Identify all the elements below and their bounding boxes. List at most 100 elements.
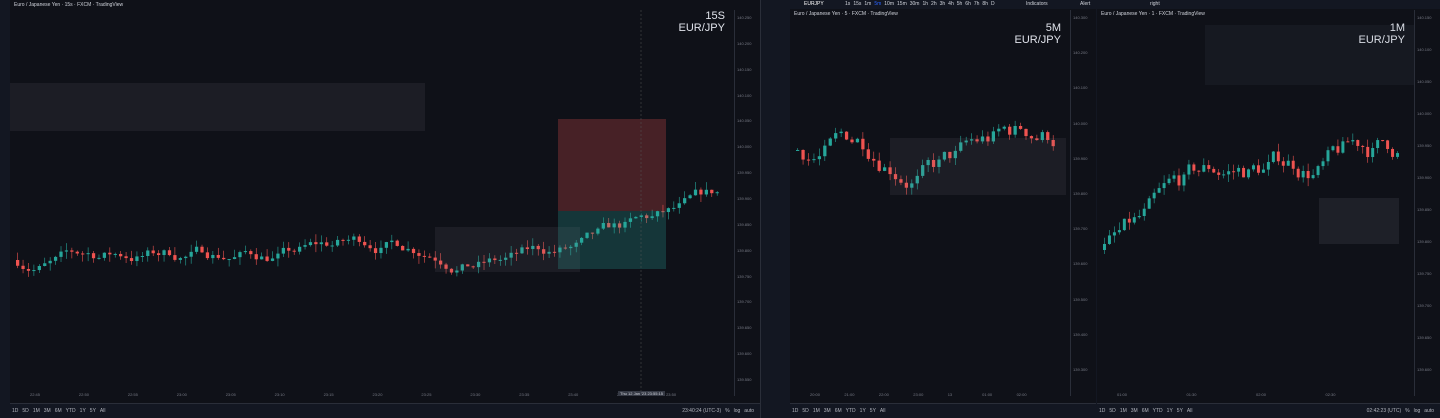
interval-button[interactable]: 5h bbox=[956, 1, 963, 7]
range-button[interactable]: 1Y bbox=[1166, 408, 1173, 414]
time-label: 23:35 bbox=[519, 392, 530, 397]
candle-body bbox=[1008, 126, 1012, 135]
candle-body bbox=[1301, 171, 1305, 178]
interval-button[interactable]: 7h bbox=[973, 1, 980, 7]
range-button[interactable]: 5Y bbox=[869, 408, 876, 414]
interval-button[interactable]: 6h bbox=[965, 1, 971, 7]
pct-label[interactable]: % bbox=[1405, 408, 1410, 414]
candle-body bbox=[931, 159, 936, 167]
range-button[interactable]: YTD bbox=[1152, 408, 1163, 414]
price-label: 140.100 bbox=[1073, 85, 1088, 91]
candle-body bbox=[1227, 171, 1231, 175]
candle-body bbox=[1018, 125, 1023, 129]
interval-button[interactable]: D bbox=[990, 1, 995, 7]
interval-button[interactable]: 3h bbox=[939, 1, 946, 7]
interval-button[interactable]: 5m bbox=[874, 1, 882, 7]
candle-body bbox=[569, 246, 573, 249]
range-button[interactable]: All bbox=[1186, 408, 1193, 414]
range-button[interactable]: 5D bbox=[802, 408, 809, 414]
candle-body bbox=[1024, 128, 1028, 137]
interval-button[interactable]: 30m bbox=[909, 1, 920, 7]
interval-button[interactable]: 10m bbox=[884, 1, 895, 7]
candle-body bbox=[1177, 175, 1181, 186]
range-button[interactable]: 6M bbox=[1141, 408, 1149, 414]
auto-label[interactable]: auto bbox=[1424, 408, 1434, 414]
pct-label[interactable]: % bbox=[725, 408, 730, 414]
range-button[interactable]: 3M bbox=[1130, 408, 1138, 414]
range-button[interactable]: 3M bbox=[43, 408, 51, 414]
range-button[interactable]: 1M bbox=[32, 408, 40, 414]
log-label[interactable]: log bbox=[1413, 408, 1421, 414]
layout-name[interactable]: right bbox=[1150, 1, 1160, 7]
indicators-button[interactable]: Indicators bbox=[1026, 1, 1048, 7]
range-button[interactable]: 5Y bbox=[89, 408, 96, 414]
interval-button[interactable]: 1h bbox=[922, 1, 929, 7]
range-button[interactable]: 1D bbox=[792, 408, 799, 414]
range-button[interactable]: 1Y bbox=[79, 408, 86, 414]
range-button[interactable]: YTD bbox=[845, 408, 856, 414]
price-label: 139.800 bbox=[1417, 239, 1432, 244]
range-button[interactable]: 5Y bbox=[1176, 408, 1183, 414]
interval-button[interactable]: 4h bbox=[948, 1, 954, 7]
candle-body bbox=[200, 246, 204, 253]
range-button[interactable]: 3M bbox=[823, 408, 831, 414]
candle-body bbox=[1013, 125, 1017, 135]
ticker[interactable]: EURJPY bbox=[804, 1, 824, 7]
interval-button[interactable]: 2h bbox=[931, 1, 937, 7]
range-box bbox=[1205, 25, 1415, 85]
candle-body bbox=[536, 245, 540, 250]
range-button[interactable]: 6M bbox=[54, 408, 62, 414]
interval-button[interactable]: 8h bbox=[982, 1, 988, 7]
auto-label[interactable]: auto bbox=[744, 408, 754, 414]
candle-body bbox=[839, 131, 843, 134]
candle-body bbox=[406, 248, 410, 251]
candle-body bbox=[888, 167, 892, 175]
range-button[interactable]: All bbox=[99, 408, 106, 414]
candle-body bbox=[75, 251, 79, 254]
price-label: 140.200 bbox=[1073, 50, 1088, 56]
range-button[interactable]: 5D bbox=[1109, 408, 1116, 414]
candle-body bbox=[953, 150, 957, 159]
range-button[interactable]: 5D bbox=[22, 408, 29, 414]
candle-body bbox=[395, 240, 399, 246]
candle-body bbox=[1172, 175, 1176, 179]
candle-body bbox=[373, 248, 378, 254]
range-button[interactable]: All bbox=[879, 408, 886, 414]
candle-body bbox=[959, 142, 963, 151]
profit-zone bbox=[558, 211, 666, 269]
candle-body bbox=[162, 250, 166, 256]
candle-body bbox=[194, 246, 199, 252]
interval-button[interactable]: 1m bbox=[864, 1, 872, 7]
candle-body bbox=[91, 253, 96, 259]
drawing-toolbar bbox=[760, 0, 792, 418]
candle-body bbox=[1371, 148, 1375, 158]
candle-body bbox=[363, 241, 367, 246]
candle-body bbox=[124, 256, 128, 259]
price-label: 139.800 bbox=[737, 247, 752, 253]
candle-body bbox=[487, 258, 492, 263]
range-button[interactable]: 1M bbox=[1119, 408, 1127, 414]
candle-body bbox=[216, 254, 220, 258]
range-button[interactable]: 1D bbox=[1099, 408, 1106, 414]
candle-body bbox=[211, 254, 215, 259]
price-label: 139.500 bbox=[1073, 296, 1088, 302]
time-label: 22:00 bbox=[878, 392, 889, 397]
time-label: 21:00 bbox=[844, 392, 855, 397]
candle-body bbox=[433, 257, 437, 261]
range-button[interactable]: 1M bbox=[812, 408, 820, 414]
candle-body bbox=[1197, 170, 1201, 172]
interval-button[interactable]: 1s bbox=[845, 1, 851, 7]
range-button[interactable]: 1Y bbox=[859, 408, 866, 414]
alert-button[interactable]: Alert bbox=[1080, 1, 1091, 7]
range-button[interactable]: YTD bbox=[65, 408, 76, 414]
range-button[interactable]: 6M bbox=[834, 408, 842, 414]
candle-body bbox=[677, 203, 681, 208]
candle-body bbox=[59, 251, 63, 257]
candle-body bbox=[1306, 171, 1310, 179]
chart-title: Euro / Japanese Yen · 1 · FXCM · Trading… bbox=[1101, 11, 1205, 17]
range-button[interactable]: 1D bbox=[12, 408, 19, 414]
interval-button[interactable]: 15m bbox=[897, 1, 907, 7]
interval-button[interactable]: 15s bbox=[853, 1, 862, 7]
candle-body bbox=[16, 260, 20, 266]
log-label[interactable]: log bbox=[733, 408, 741, 414]
